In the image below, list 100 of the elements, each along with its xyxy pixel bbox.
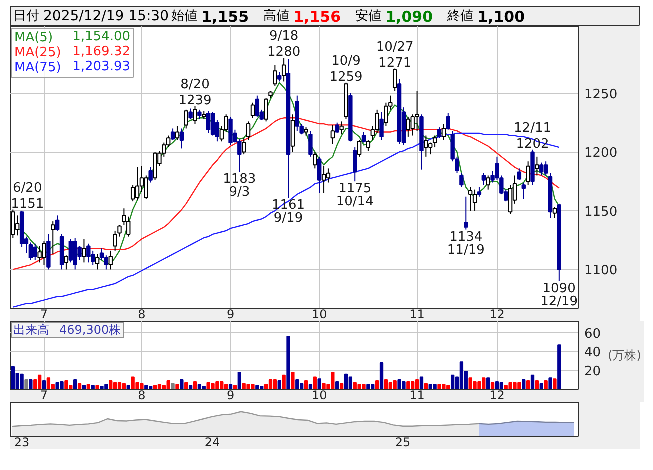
bar bbox=[384, 380, 388, 390]
candlestick bbox=[486, 175, 490, 190]
candlestick bbox=[86, 243, 91, 264]
bar bbox=[300, 383, 304, 390]
candlestick bbox=[282, 58, 286, 82]
bar bbox=[318, 378, 322, 390]
bar bbox=[198, 384, 202, 390]
candlestick bbox=[330, 124, 336, 144]
candlestick bbox=[362, 132, 366, 144]
candlestick bbox=[482, 172, 486, 186]
bar bbox=[78, 383, 82, 390]
candlestick bbox=[464, 196, 468, 230]
candlestick bbox=[206, 110, 211, 134]
bar bbox=[344, 374, 348, 390]
annotation: 8/20 1239 bbox=[178, 77, 212, 108]
bar bbox=[340, 383, 344, 390]
annotation: 469,300株 bbox=[60, 323, 122, 337]
candlestick bbox=[135, 167, 140, 201]
x-tick-label: 7 bbox=[40, 388, 48, 402]
candlestick bbox=[335, 122, 340, 134]
candlestick bbox=[108, 250, 113, 270]
annotation: 1,169.32 bbox=[72, 44, 130, 60]
candlestick bbox=[477, 186, 482, 198]
bar bbox=[176, 384, 180, 390]
bar bbox=[522, 380, 526, 390]
annotation: 10/27 1271 bbox=[376, 40, 414, 71]
bar bbox=[96, 385, 100, 390]
annotation: 12/11 1202 bbox=[514, 120, 552, 152]
text: 1,090 bbox=[386, 8, 434, 26]
candlestick bbox=[308, 130, 313, 158]
bar bbox=[366, 384, 370, 390]
bar bbox=[424, 383, 428, 390]
x-tick-label: 8 bbox=[138, 388, 146, 402]
bar bbox=[548, 378, 552, 390]
annotation: 9/18 1280 bbox=[268, 29, 301, 60]
chart-title: 出来高 bbox=[14, 323, 50, 337]
text: 終値 bbox=[446, 9, 474, 24]
candlestick bbox=[406, 116, 411, 138]
bar bbox=[86, 384, 90, 390]
bar bbox=[118, 382, 122, 390]
bar bbox=[558, 344, 562, 390]
candlestick bbox=[460, 172, 464, 188]
candlestick bbox=[535, 156, 540, 176]
candlestick bbox=[130, 184, 136, 202]
bar bbox=[420, 376, 424, 390]
x-tick-label: 12 bbox=[490, 308, 505, 322]
text: 1,155 bbox=[202, 8, 250, 26]
bar bbox=[500, 382, 504, 390]
annotation: 1090 12/19 bbox=[540, 281, 578, 310]
text: 日付 bbox=[14, 9, 40, 24]
candlestick bbox=[432, 135, 438, 148]
bar bbox=[24, 380, 28, 390]
text: 高値 bbox=[264, 8, 290, 24]
text: 1,100 bbox=[478, 8, 526, 26]
bar bbox=[450, 374, 455, 390]
candlestick bbox=[366, 140, 371, 152]
candlestick bbox=[442, 124, 446, 141]
bar bbox=[273, 380, 278, 390]
bar bbox=[158, 384, 162, 390]
text: MA(5) bbox=[14, 30, 54, 46]
y-tick-label: 20 bbox=[584, 364, 602, 380]
candlestick bbox=[357, 140, 362, 158]
text: 安値 bbox=[356, 8, 382, 24]
y-tick-label: 60 bbox=[584, 326, 602, 342]
bar bbox=[526, 380, 530, 390]
candlestick bbox=[11, 209, 16, 238]
candlestick bbox=[392, 68, 398, 92]
bar bbox=[166, 380, 170, 390]
candlestick bbox=[193, 106, 198, 125]
x-tick-label: 9 bbox=[226, 308, 235, 322]
candlestick bbox=[144, 175, 148, 200]
annotation: 1,154.00 bbox=[72, 30, 130, 44]
bar bbox=[126, 385, 130, 390]
bar bbox=[153, 385, 158, 390]
bar bbox=[180, 380, 184, 390]
annotation: 1175 10/14 bbox=[336, 182, 374, 210]
candlestick bbox=[210, 112, 216, 136]
x-tick-label: 7 bbox=[40, 308, 48, 322]
y-tick-label: 40 bbox=[584, 346, 602, 361]
bar bbox=[202, 386, 206, 390]
annotation: 10/9 1259 bbox=[330, 54, 363, 85]
bar bbox=[171, 383, 175, 390]
bar bbox=[540, 383, 544, 390]
candlestick bbox=[278, 72, 282, 82]
bar bbox=[82, 385, 86, 390]
x-tick-label: 24 bbox=[204, 436, 220, 450]
bar bbox=[282, 374, 286, 390]
bar bbox=[38, 374, 42, 390]
candlestick bbox=[424, 135, 428, 158]
bar bbox=[535, 380, 540, 390]
candlestick bbox=[246, 121, 251, 141]
x-tick-label: 12 bbox=[490, 388, 505, 402]
candlestick bbox=[437, 127, 442, 139]
bar bbox=[122, 383, 126, 390]
bar bbox=[433, 384, 437, 390]
candlestick bbox=[544, 161, 548, 176]
bar bbox=[406, 381, 410, 390]
bar bbox=[42, 380, 46, 390]
candlestick bbox=[313, 152, 318, 170]
y-tick-label: 1100 bbox=[584, 264, 618, 279]
